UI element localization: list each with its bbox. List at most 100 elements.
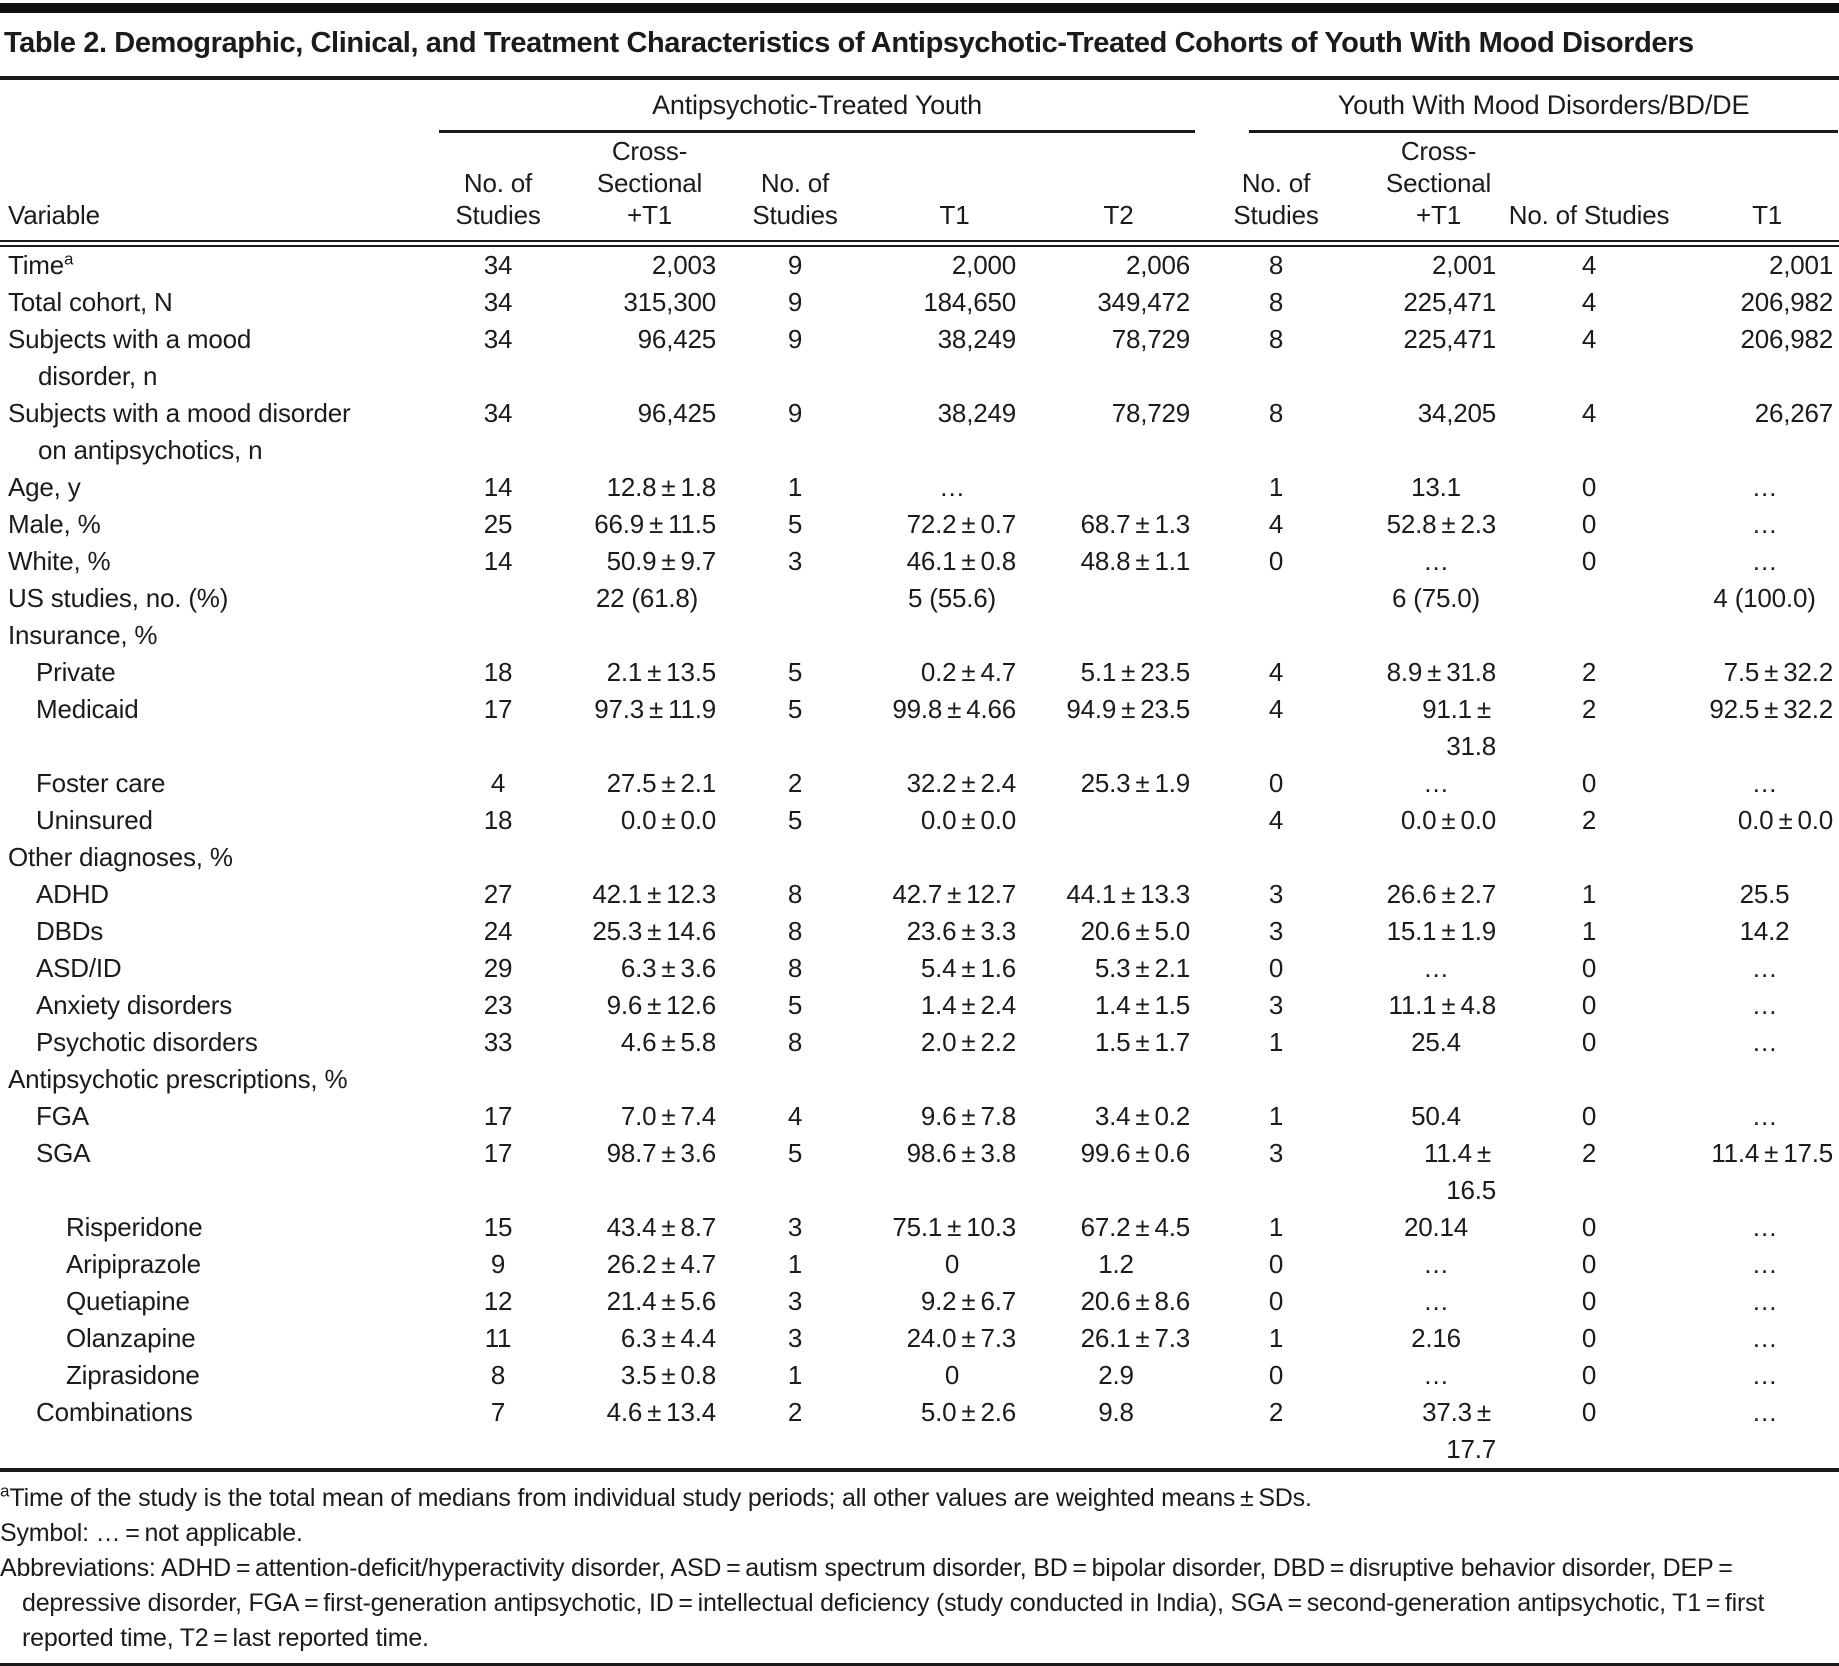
cell-study-count: 15 (483, 1212, 513, 1242)
cell-study-count: 1 (1268, 472, 1284, 502)
column-header-no-of-studies: No. of Studies (1502, 134, 1677, 247)
cell-value: … (1751, 768, 1778, 798)
group-header-label: Youth With Mood Disorders/BD/DE (1337, 90, 1750, 120)
cell-study-count: 1 (1268, 1323, 1284, 1353)
cell-study-count: 9 (787, 250, 803, 280)
cell-value: 1.4 ± 2.4 (920, 990, 1016, 1020)
cell-study-count: 1 (1268, 1027, 1284, 1057)
cell-study-count: 2 (1268, 1397, 1284, 1427)
table-row: Uninsured 18 0.0 ± 0.0 5 0.0 ± 0.0 4 0.0 ± 0.0… (0, 802, 1839, 839)
table-row: Subjects with a mood disorder on antipsyc… (0, 395, 1839, 469)
cell-study-count: 4 (1581, 250, 1597, 280)
cell-value: 25.4 (1411, 1027, 1461, 1057)
cell-value: 2,003 (651, 250, 716, 280)
column-header-no-of-studies: No. of Studies (438, 134, 558, 247)
top-rule (0, 3, 1839, 13)
cell-value: 5.1 ± 23.5 (1080, 657, 1191, 687)
cell-value: 1.4 ± 1.5 (1094, 990, 1191, 1020)
cell-value: 206,982 (1740, 324, 1834, 354)
cell-value: 26.1 ± 7.3 (1080, 1323, 1191, 1353)
cell-value: 68.7 ± 1.3 (1080, 509, 1191, 539)
cell-study-count: 2 (787, 768, 803, 798)
table-row: Medicaid 17 97.3 ± 11.9 5 99.8 ± 4.66 94.9 ± … (0, 691, 1839, 765)
cell-value: 72.2 ± 0.7 (906, 509, 1017, 539)
cell-value: 0.0 ± 0.0 (1737, 805, 1834, 835)
cell-value: … (1423, 1286, 1449, 1316)
cell-value: 349,472 (1097, 287, 1191, 317)
row-label: Age, y (8, 472, 81, 502)
cell-study-count: 9 (787, 287, 803, 317)
cell-study-count: 5 (787, 694, 803, 724)
cell-study-count: 8 (787, 1027, 803, 1057)
cell-value: 98.7 ± 3.6 (606, 1138, 717, 1168)
cell-value: 99.8 ± 4.66 (892, 694, 1016, 724)
cell-study-count: 0 (1581, 1212, 1597, 1242)
cell-value: … (1751, 1286, 1778, 1316)
section-label: Antipsychotic prescriptions, % (8, 1064, 348, 1094)
cell-value: 34,205 (1417, 398, 1497, 428)
cell-value: 206,982 (1740, 287, 1834, 317)
cell-study-count: 18 (483, 657, 513, 687)
cell-value: 0 (944, 1249, 960, 1279)
column-header-no-of-studies: No. of Studies (722, 134, 868, 247)
cell-study-count: 8 (1268, 398, 1284, 428)
cell-value: 75.1 ± 10.3 (892, 1212, 1016, 1242)
cell-value: 12.8 ± 1.8 (606, 472, 717, 502)
cell-study-count: 3 (787, 546, 803, 576)
cell-value: 5.4 ± 1.6 (920, 953, 1016, 983)
cell-value: 9.2 ± 6.7 (920, 1286, 1016, 1316)
table-row: Foster care 4 27.5 ± 2.1 2 32.2 ± 2.4 25.3 ± … (0, 765, 1839, 802)
column-header-t2: T2 (1022, 134, 1197, 247)
cell-study-count: 33 (483, 1027, 513, 1057)
group-header-youth-with-mood-disorders: Youth With Mood Disorders/BD/DE (1196, 80, 1839, 134)
cell-study-count: 34 (483, 398, 513, 428)
cell-study-count: 4 (1268, 509, 1284, 539)
cell-study-count: 34 (483, 250, 513, 280)
row-label-line: Subjects with a mood disorder (8, 398, 351, 428)
cell-value: … (1423, 1249, 1449, 1279)
row-label: Total cohort, N (8, 287, 173, 317)
cell-study-count: 0 (1581, 953, 1597, 983)
cell-study-count: 0 (1581, 990, 1597, 1020)
table-row: FGA 17 7.0 ± 7.4 4 9.6 ± 7.8 3.4 ± 0.2 1 50.4 0… (0, 1098, 1839, 1135)
cell-study-count (1502, 1061, 1676, 1098)
cell-study-count: 0 (1581, 1360, 1597, 1390)
cell-value (1022, 580, 1196, 617)
footnote-marker: a (64, 249, 74, 269)
cell-value: … (1751, 1397, 1778, 1427)
cell-value: 78,729 (1111, 324, 1191, 354)
cell-study-count: 3 (787, 1286, 803, 1316)
cell-value: … (1751, 1101, 1778, 1131)
cell-study-count: 0 (1268, 768, 1284, 798)
cell-study-count: 3 (1268, 1138, 1284, 1168)
cell-value: 9.6 ± 12.6 (606, 990, 717, 1020)
table-row: ADHD 27 42.1 ± 12.3 8 42.7 ± 12.7 44.1 ± 13.3… (0, 876, 1839, 913)
footnote: Symbol: … = not applicable. (0, 1519, 303, 1547)
table-row: DBDs 24 25.3 ± 14.6 8 23.6 ± 3.3 20.6 ± 5.0 3 1… (0, 913, 1839, 950)
cell-study-count: 2 (1581, 657, 1597, 687)
cell-value: … (1423, 546, 1449, 576)
cell-study-count (722, 839, 868, 876)
cell-study-count: 27 (483, 879, 513, 909)
cell-study-count: 25 (483, 509, 513, 539)
cell-value: … (1423, 953, 1449, 983)
cell-value: 0.0 ± 0.0 (620, 805, 716, 835)
column-header-t1: T1 (1676, 134, 1839, 247)
cell-value: … (1423, 768, 1449, 798)
cell-study-count (438, 617, 558, 654)
cell-study-count: 7 (490, 1397, 506, 1427)
cell-study-count: 4 (1268, 805, 1284, 835)
cell-value: 67.2 ± 4.5 (1080, 1212, 1191, 1242)
cell-value: 0.0 ± 0.0 (920, 805, 1016, 835)
cell-study-count: 4 (490, 768, 506, 798)
cell-value: 24.0 ± 7.3 (906, 1323, 1017, 1353)
cell-value: 0.0 ± 0.0 (1400, 805, 1497, 835)
cell-value: … (1751, 1360, 1778, 1390)
cell-value: 42.1 ± 12.3 (592, 879, 716, 909)
cell-value: … (1751, 1027, 1778, 1057)
cell-value: 2,000 (951, 250, 1016, 280)
cell-value: 2.9 (1098, 1360, 1134, 1390)
cell-value: 94.9 ± 23.5 (1066, 694, 1191, 724)
cell-value: 98.6 ± 3.8 (906, 1138, 1017, 1168)
row-label-line: Subjects with a mood (8, 324, 252, 354)
